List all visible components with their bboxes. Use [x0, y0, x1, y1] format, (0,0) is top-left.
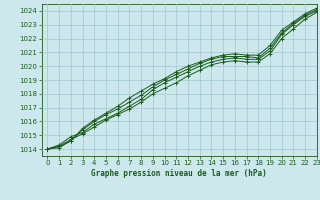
X-axis label: Graphe pression niveau de la mer (hPa): Graphe pression niveau de la mer (hPa)	[91, 169, 267, 178]
